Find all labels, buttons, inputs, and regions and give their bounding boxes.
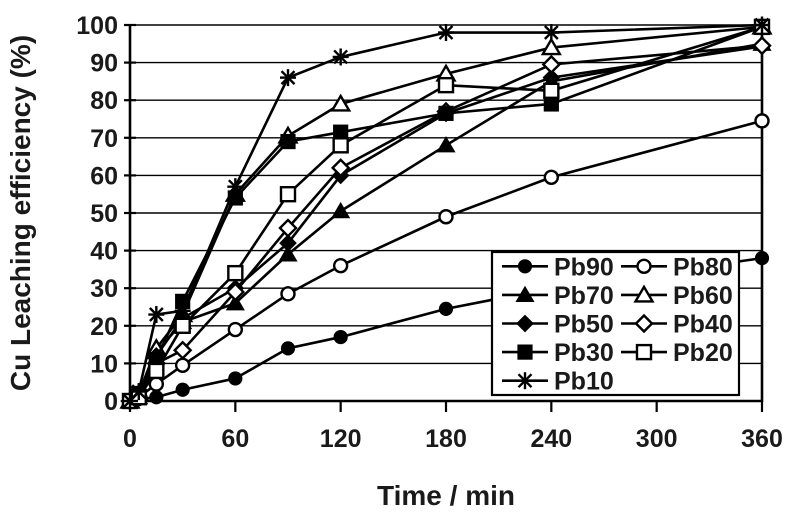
y-tick-label: 0 bbox=[104, 388, 118, 416]
x-tick-label: 240 bbox=[530, 425, 572, 453]
x-tick-label: 300 bbox=[636, 425, 678, 453]
legend-entry-Pb90: Pb90 bbox=[502, 253, 614, 281]
series-Pb10 bbox=[122, 16, 770, 410]
legend-entry-Pb20: Pb20 bbox=[621, 339, 733, 367]
legend-entry-Pb60: Pb60 bbox=[621, 282, 733, 310]
legend-label: Pb40 bbox=[673, 311, 733, 339]
legend-entry-Pb40: Pb40 bbox=[621, 311, 733, 339]
legend-label: Pb30 bbox=[554, 339, 614, 367]
y-tick-label: 50 bbox=[90, 200, 118, 228]
legend-entry-Pb70: Pb70 bbox=[502, 282, 614, 310]
legend: Pb90 Pb80 Pb70 Pb60 Pb50 Pb40 Pb30 Pb20 Pb10 bbox=[490, 250, 741, 397]
y-axis-tick-labels: 0 10 20 30 40 50 60 70 80 90 100 bbox=[76, 12, 118, 416]
y-tick-label: 60 bbox=[90, 162, 118, 190]
legend-label: Pb20 bbox=[673, 339, 733, 367]
y-tick-label: 20 bbox=[90, 313, 118, 341]
y-tick-label: 70 bbox=[90, 125, 118, 153]
y-tick-label: 90 bbox=[90, 50, 118, 78]
legend-entry-Pb10: Pb10 bbox=[502, 368, 614, 396]
legend-entry-Pb30: Pb30 bbox=[502, 339, 614, 367]
legend-label: Pb80 bbox=[673, 253, 733, 281]
y-tick-label: 10 bbox=[90, 350, 118, 378]
legend-label: Pb60 bbox=[673, 282, 733, 310]
legend-label: Pb90 bbox=[554, 253, 614, 281]
legend-label: Pb70 bbox=[554, 282, 614, 310]
x-tick-label: 360 bbox=[741, 425, 783, 453]
legend-label: Pb50 bbox=[554, 311, 614, 339]
legend-label: Pb10 bbox=[554, 368, 614, 396]
y-axis-title: Cu Leaching efficiency (%) bbox=[5, 35, 36, 391]
x-tick-label: 0 bbox=[123, 425, 137, 453]
y-tick-label: 100 bbox=[76, 12, 118, 40]
x-tick-label: 180 bbox=[425, 425, 467, 453]
legend-entry-Pb50: Pb50 bbox=[502, 311, 614, 339]
x-axis-title: Time / min bbox=[377, 480, 515, 511]
x-tick-label: 60 bbox=[221, 425, 249, 453]
y-tick-label: 30 bbox=[90, 275, 118, 303]
legend-entry-Pb80: Pb80 bbox=[621, 253, 733, 281]
y-tick-label: 80 bbox=[90, 87, 118, 115]
y-tick-label: 40 bbox=[90, 238, 118, 266]
x-axis-tick-labels: 0 60 120 180 240 300 360 bbox=[123, 425, 783, 453]
x-tick-label: 120 bbox=[320, 425, 362, 453]
